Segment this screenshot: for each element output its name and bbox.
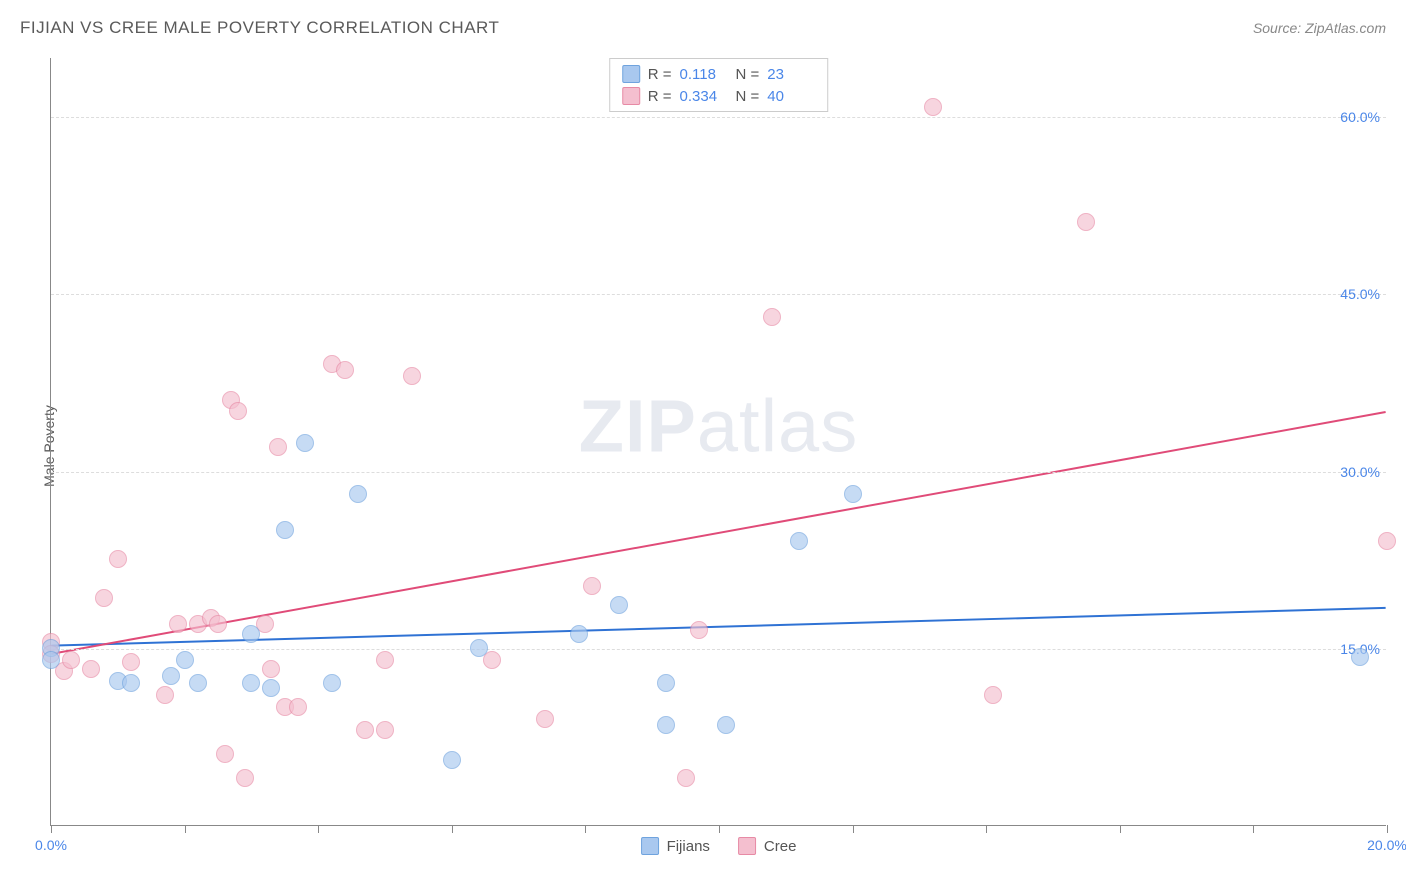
- data-point-cree: [336, 361, 354, 379]
- data-point-fijians: [657, 716, 675, 734]
- data-point-cree: [403, 367, 421, 385]
- chart-source: Source: ZipAtlas.com: [1253, 20, 1386, 36]
- data-point-fijians: [1351, 648, 1369, 666]
- r-label: R =: [648, 66, 672, 83]
- gridline: [51, 472, 1386, 473]
- data-point-cree: [356, 721, 374, 739]
- data-point-cree: [763, 308, 781, 326]
- data-point-fijians: [162, 667, 180, 685]
- xtick: [986, 825, 987, 833]
- source-prefix: Source:: [1253, 20, 1305, 36]
- n-label: N =: [736, 88, 760, 105]
- data-point-cree: [62, 651, 80, 669]
- ytick-label: 60.0%: [1340, 109, 1380, 125]
- series-legend: Fijians Cree: [641, 837, 797, 855]
- xtick: [853, 825, 854, 833]
- legend-label-cree: Cree: [764, 838, 797, 855]
- correlation-legend: R = 0.118 N = 23 R = 0.334 N = 40: [609, 58, 829, 112]
- data-point-fijians: [323, 674, 341, 692]
- data-point-fijians: [717, 716, 735, 734]
- data-point-fijians: [296, 434, 314, 452]
- data-point-cree: [169, 615, 187, 633]
- gridline: [51, 649, 1386, 650]
- data-point-cree: [209, 615, 227, 633]
- xtick: [1120, 825, 1121, 833]
- swatch-fijians-icon: [622, 65, 640, 83]
- data-point-fijians: [443, 751, 461, 769]
- data-point-fijians: [349, 485, 367, 503]
- data-point-fijians: [189, 674, 207, 692]
- source-name: ZipAtlas.com: [1305, 20, 1386, 36]
- data-point-cree: [82, 660, 100, 678]
- data-point-cree: [677, 769, 695, 787]
- data-point-fijians: [122, 674, 140, 692]
- n-value-cree: 40: [767, 88, 815, 105]
- data-point-cree: [583, 577, 601, 595]
- legend-row-cree: R = 0.334 N = 40: [622, 85, 816, 107]
- xtick: [585, 825, 586, 833]
- data-point-fijians: [242, 674, 260, 692]
- data-point-fijians: [176, 651, 194, 669]
- data-point-fijians: [262, 679, 280, 697]
- data-point-cree: [216, 745, 234, 763]
- xtick: [452, 825, 453, 833]
- ytick-label: 45.0%: [1340, 286, 1380, 302]
- gridline: [51, 294, 1386, 295]
- xtick: [1253, 825, 1254, 833]
- data-point-fijians: [42, 651, 60, 669]
- swatch-cree-icon: [738, 837, 756, 855]
- data-point-fijians: [276, 521, 294, 539]
- data-point-fijians: [610, 596, 628, 614]
- chart-header: FIJIAN VS CREE MALE POVERTY CORRELATION …: [20, 18, 1386, 38]
- r-value-fijians: 0.118: [680, 66, 728, 83]
- data-point-cree: [269, 438, 287, 456]
- legend-row-fijians: R = 0.118 N = 23: [622, 63, 816, 85]
- data-point-cree: [289, 698, 307, 716]
- data-point-cree: [690, 621, 708, 639]
- data-point-fijians: [790, 532, 808, 550]
- data-point-cree: [1077, 213, 1095, 231]
- plot-area: ZIPatlas R = 0.118 N = 23 R = 0.334 N = …: [50, 58, 1386, 826]
- data-point-cree: [376, 651, 394, 669]
- data-point-cree: [262, 660, 280, 678]
- xtick: [51, 825, 52, 833]
- data-point-cree: [95, 589, 113, 607]
- swatch-fijians-icon: [641, 837, 659, 855]
- xtick-label: 20.0%: [1367, 837, 1406, 853]
- r-label: R =: [648, 88, 672, 105]
- data-point-cree: [109, 550, 127, 568]
- data-point-cree: [536, 710, 554, 728]
- data-point-fijians: [570, 625, 588, 643]
- data-point-fijians: [470, 639, 488, 657]
- data-point-cree: [229, 402, 247, 420]
- xtick: [719, 825, 720, 833]
- data-point-cree: [122, 653, 140, 671]
- legend-label-fijians: Fijians: [667, 838, 710, 855]
- n-value-fijians: 23: [767, 66, 815, 83]
- xtick: [185, 825, 186, 833]
- trend-line-cree: [51, 412, 1385, 654]
- ytick-label: 30.0%: [1340, 464, 1380, 480]
- xtick: [1387, 825, 1388, 833]
- data-point-cree: [984, 686, 1002, 704]
- data-point-cree: [924, 98, 942, 116]
- r-value-cree: 0.334: [680, 88, 728, 105]
- data-point-cree: [236, 769, 254, 787]
- data-point-fijians: [657, 674, 675, 692]
- gridline: [51, 117, 1386, 118]
- data-point-cree: [376, 721, 394, 739]
- data-point-cree: [1378, 532, 1396, 550]
- xtick: [318, 825, 319, 833]
- legend-item-fijians: Fijians: [641, 837, 710, 855]
- swatch-cree-icon: [622, 87, 640, 105]
- data-point-cree: [156, 686, 174, 704]
- legend-item-cree: Cree: [738, 837, 797, 855]
- data-point-fijians: [844, 485, 862, 503]
- n-label: N =: [736, 66, 760, 83]
- chart-title: FIJIAN VS CREE MALE POVERTY CORRELATION …: [20, 18, 499, 38]
- data-point-fijians: [242, 625, 260, 643]
- trend-lines-svg: [51, 58, 1386, 825]
- xtick-label: 0.0%: [35, 837, 67, 853]
